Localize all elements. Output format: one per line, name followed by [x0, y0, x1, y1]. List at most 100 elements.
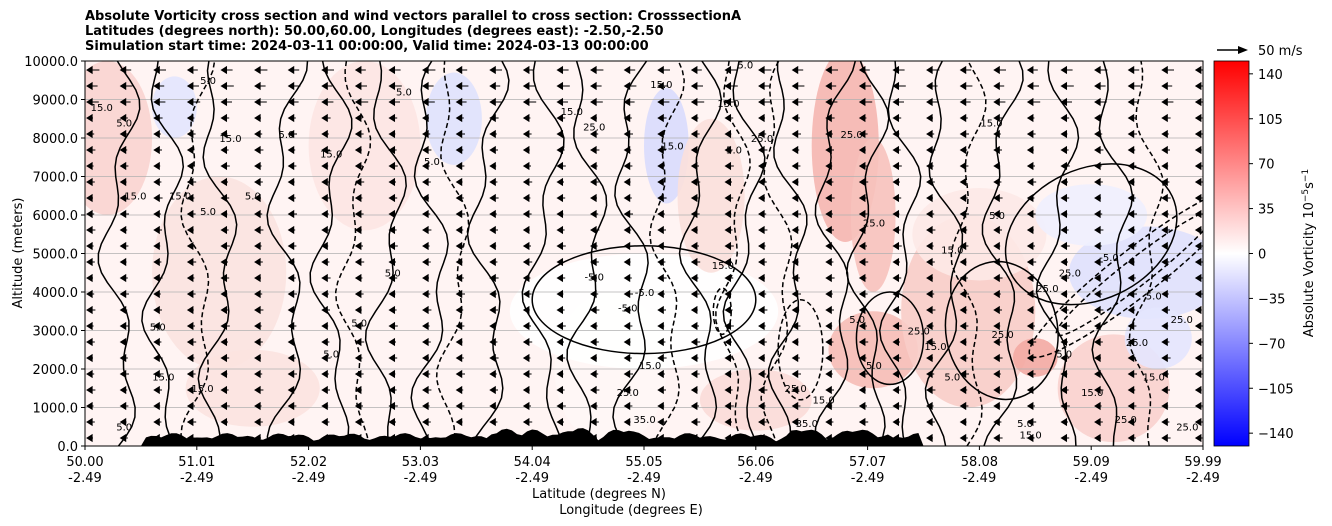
wind-vector	[1161, 289, 1169, 299]
wind-vector	[590, 305, 600, 315]
wind-vector	[321, 65, 334, 75]
contour-positive	[678, 61, 723, 446]
wind-vector	[926, 145, 936, 155]
wind-vector	[119, 385, 128, 395]
wind-vector	[455, 209, 465, 219]
wind-vector	[690, 273, 699, 283]
wind-vector	[489, 145, 498, 155]
contour-positive	[981, 61, 1024, 446]
wind-vector	[858, 289, 868, 299]
wind-vector	[489, 385, 498, 395]
wind-vector	[690, 369, 700, 379]
wind-vector	[522, 65, 534, 75]
wind-vector	[758, 401, 766, 411]
wind-vector	[926, 289, 935, 299]
wind-vector	[119, 209, 129, 219]
wind-vector	[858, 193, 867, 203]
wind-vector	[1127, 97, 1139, 107]
wind-vector	[556, 273, 566, 283]
wind-vector	[724, 369, 732, 379]
x-tick-label-lon: -2.49	[851, 471, 885, 486]
wind-vector	[455, 177, 463, 187]
wind-vector	[489, 65, 502, 75]
contour-label: 25.0	[992, 330, 1014, 341]
contour-negative	[334, 61, 372, 446]
wind-vector	[86, 257, 95, 267]
colorbar-tick-label: 70	[1258, 158, 1275, 173]
x-tick-label-lat: 57.07	[849, 455, 886, 470]
wind-vector	[1060, 321, 1070, 331]
wind-vector	[354, 321, 363, 331]
wind-vector	[1094, 433, 1101, 443]
wind-vector	[287, 193, 296, 203]
wind-vector	[1094, 145, 1104, 155]
wind-vector	[220, 369, 228, 379]
wind-vector	[858, 65, 870, 75]
wind-vector	[993, 385, 1002, 395]
wind-vector	[1060, 385, 1069, 395]
wind-vector	[724, 321, 734, 331]
wind-vector	[522, 385, 530, 395]
wind-vector	[1026, 113, 1035, 123]
wind-vector	[858, 97, 873, 107]
wind-vector	[354, 97, 369, 107]
wind-vector	[993, 161, 1001, 171]
wind-vector	[86, 305, 96, 315]
wind-vector	[1094, 337, 1103, 347]
wind-vector	[590, 225, 600, 235]
wind-vector	[422, 225, 432, 235]
wind-vector	[690, 401, 699, 411]
colorbar-ticks: 140 105 70 35 0 −35 −70 −105 −140	[1249, 68, 1294, 442]
wind-vector	[489, 209, 497, 219]
x-tick-label-lon: -2.49	[404, 471, 438, 486]
wind-vector	[993, 321, 1001, 331]
wind-vector	[623, 161, 633, 171]
wind-vector	[254, 65, 268, 75]
wind-vector	[220, 225, 229, 235]
contour-label: 15.0	[980, 118, 1002, 129]
wind-vector	[724, 273, 734, 283]
y-tick-label: 10000.0	[24, 55, 78, 70]
wind-vector	[724, 161, 734, 171]
wind-vector	[926, 161, 934, 171]
contour-label: 15.0	[320, 149, 342, 160]
wind-vector	[1161, 129, 1169, 139]
wind-vector	[153, 385, 162, 395]
wind-vector	[489, 321, 497, 331]
wind-vector	[758, 337, 767, 347]
wind-vector	[455, 193, 464, 203]
wind-vector	[993, 81, 1005, 91]
wind-vector	[791, 401, 801, 411]
wind-vector	[220, 417, 228, 427]
wind-vector	[1094, 193, 1101, 203]
wind-vector	[556, 145, 565, 155]
contour-positive	[878, 61, 922, 446]
x-tick-label-lat: 50.00	[66, 455, 103, 470]
wind-vector	[791, 337, 799, 347]
contour-positive	[814, 61, 857, 446]
wind-vector	[186, 145, 194, 155]
wind-vector	[186, 209, 196, 219]
wind-vector	[354, 305, 362, 315]
wind-vector	[1194, 97, 1203, 107]
wind-vector	[1094, 305, 1104, 315]
wind-vector	[321, 129, 329, 139]
wind-vector	[1060, 289, 1068, 299]
terrain	[85, 428, 1203, 446]
wind-vector	[489, 417, 498, 427]
wind-vector	[1026, 161, 1035, 171]
contour-positive	[855, 291, 925, 386]
wind-vector	[758, 145, 768, 155]
wind-vector	[724, 97, 736, 107]
wind-vector	[186, 417, 197, 427]
wind-vector	[1194, 385, 1202, 395]
wind-vector	[825, 401, 833, 411]
wind-vector	[825, 113, 835, 123]
y-tick-label: 7000.0	[33, 171, 79, 186]
y-tick-label: 4000.0	[33, 286, 79, 301]
wind-vector	[959, 81, 973, 91]
wind-vector	[254, 193, 261, 203]
wind-vector	[657, 161, 665, 171]
wind-vector	[1161, 257, 1170, 267]
y-tick-label: 2000.0	[33, 363, 79, 378]
